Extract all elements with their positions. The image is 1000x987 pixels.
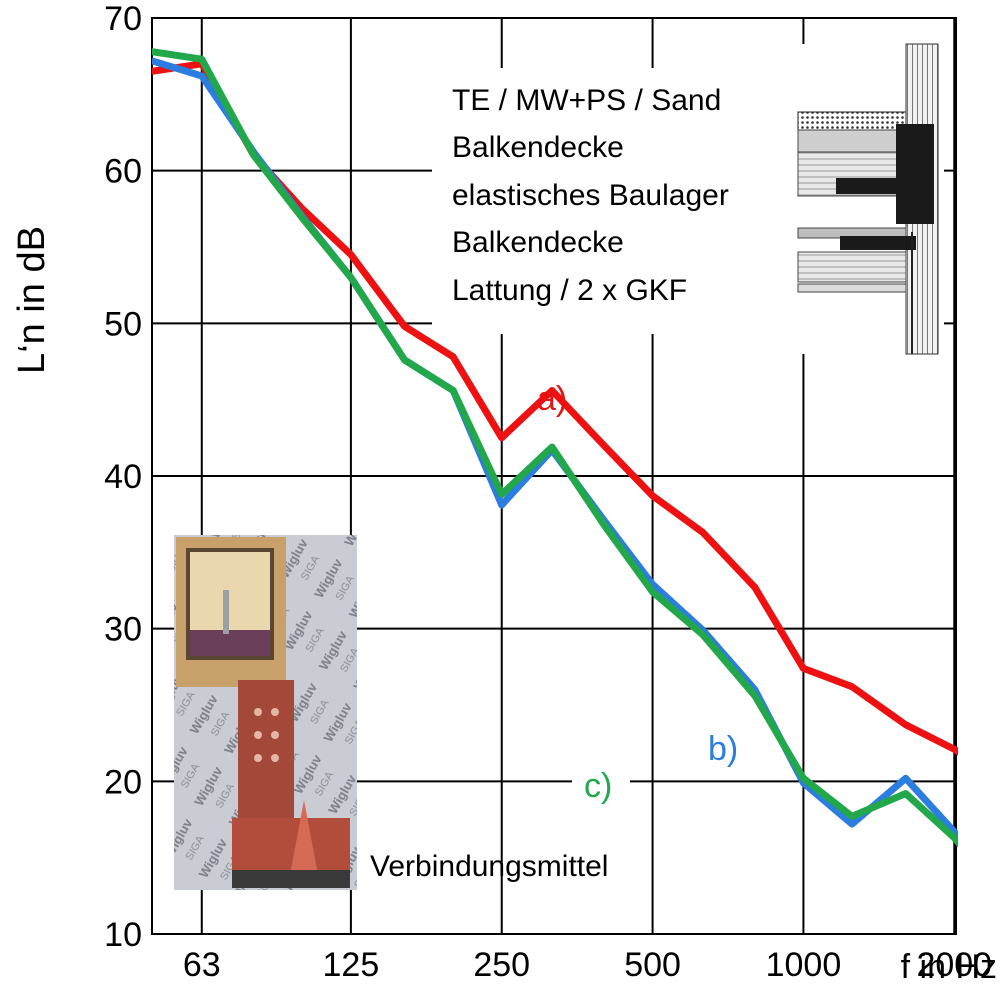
series-line-c	[152, 48, 958, 848]
x-tick-label: 250	[473, 946, 530, 984]
x-tick-label: 1000	[766, 946, 842, 984]
x-tick-label: 500	[624, 946, 681, 984]
series-label-a: a)	[537, 380, 567, 418]
x-axis-label: f in Hz	[901, 948, 997, 986]
x-tick-label: 125	[323, 946, 380, 984]
x-tick-label: 63	[183, 946, 221, 984]
y-tick-label: 10	[104, 916, 142, 954]
x-tick-label: 2000	[916, 946, 992, 984]
series-label-c: c)	[584, 767, 612, 805]
legend-line: Balkendecke	[452, 226, 624, 259]
y-tick-label: 20	[104, 763, 142, 801]
plot-frame	[151, 17, 957, 935]
legend-lines: TE / MW+PS / Sand Balkendecke elastische…	[452, 84, 729, 307]
legend-line: elastisches Baulager	[452, 179, 729, 212]
y-tick-label: 40	[104, 458, 142, 496]
y-tick-label: 50	[104, 305, 142, 343]
y-tick-label: 70	[104, 0, 142, 38]
connector-photo	[174, 535, 357, 890]
construction-section-drawing	[794, 43, 944, 355]
legend-line: Lattung / 2 x GKF	[452, 274, 687, 307]
curve-labels: a) b) c)	[537, 380, 738, 812]
legend-box: TE / MW+PS / Sand Balkendecke elastische…	[432, 43, 944, 355]
y-tick-label: 30	[104, 611, 142, 649]
y-tick-label: 60	[104, 153, 142, 191]
x-tick-labels: 63 125 250 500 1000 2000	[183, 946, 992, 984]
y-tick-labels: 10 20 30 40 50 60 70	[104, 0, 142, 954]
series-layer	[152, 48, 958, 848]
y-axis-label: L‘n in dB	[11, 226, 53, 374]
legend-line: TE / MW+PS / Sand	[452, 84, 721, 117]
series-label-b: b)	[708, 730, 738, 768]
photo-caption: Verbindungsmittel	[370, 850, 608, 883]
legend-line: Balkendecke	[452, 131, 624, 164]
series-line-a	[152, 60, 958, 756]
